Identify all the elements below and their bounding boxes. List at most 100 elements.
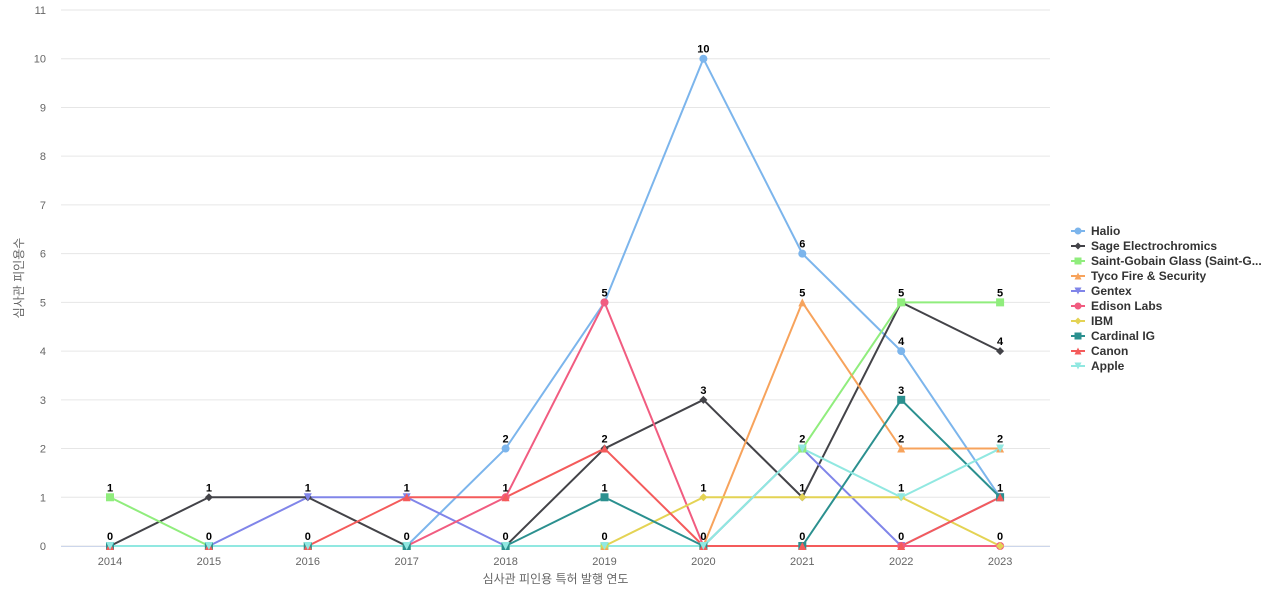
data-label: 1 — [503, 482, 509, 494]
series-line — [109, 301, 1002, 547]
data-point-marker — [798, 493, 807, 502]
data-label: 2 — [898, 434, 904, 446]
series-lines — [109, 57, 1002, 547]
y-tick-label: 11 — [35, 5, 46, 17]
x-tick-label: 2016 — [296, 556, 320, 568]
data-label: 0 — [997, 531, 1003, 543]
data-point-marker — [996, 444, 1005, 453]
data-label: 0 — [107, 531, 113, 543]
legend-label: Canon — [1091, 344, 1128, 358]
x-tick-label: 2014 — [98, 556, 122, 568]
legend-marker — [1074, 287, 1082, 295]
data-point-marker — [798, 542, 807, 550]
data-label: 1 — [404, 482, 410, 494]
legend-item[interactable]: Gentex — [1071, 284, 1132, 298]
y-tick-label: 0 — [40, 541, 46, 553]
x-axis-title: 심사관 피인용 특허 발행 연도 — [483, 571, 629, 586]
legend-item[interactable]: Canon — [1071, 344, 1128, 358]
data-point-marker — [897, 298, 906, 307]
legend-marker — [1074, 347, 1082, 355]
data-point-marker — [106, 493, 114, 502]
y-tick-label: 1 — [40, 492, 46, 504]
series-markers — [106, 54, 1005, 550]
data-point-marker — [303, 493, 312, 502]
data-point-marker — [897, 542, 906, 550]
legend-item[interactable]: Tyco Fire & Security — [1071, 269, 1206, 283]
y-tick-label: 5 — [40, 297, 46, 309]
legend-item[interactable]: Cardinal IG — [1071, 329, 1155, 343]
y-tick-label: 9 — [40, 102, 46, 114]
legend-label: Halio — [1091, 224, 1120, 238]
x-tick-label: 2017 — [394, 556, 418, 568]
data-label: 1 — [997, 482, 1003, 494]
data-point-marker — [600, 444, 609, 453]
data-label: 10 — [697, 44, 709, 56]
series-line — [109, 447, 1002, 547]
series-line — [109, 301, 1002, 547]
data-point-marker — [402, 493, 411, 502]
data-point-marker — [600, 493, 609, 502]
data-point-marker — [897, 395, 906, 404]
legend-item[interactable]: Edison Labs — [1071, 299, 1163, 313]
data-label: 1 — [898, 482, 904, 494]
data-point-marker — [798, 249, 807, 258]
series-line — [109, 301, 1002, 547]
data-point-marker — [897, 347, 906, 356]
data-label: 0 — [206, 531, 212, 543]
x-tick-label: 2015 — [197, 556, 221, 568]
data-label: 6 — [799, 239, 805, 251]
x-tick-label: 2018 — [493, 556, 517, 568]
legend-label: Tyco Fire & Security — [1091, 269, 1206, 283]
data-point-marker — [996, 298, 1005, 307]
y-axis-title: 심사관 피인용수 — [12, 238, 26, 319]
legend-item[interactable]: IBM — [1071, 314, 1113, 328]
legend-marker — [1074, 362, 1082, 370]
data-label: 5 — [601, 287, 607, 299]
data-label: 3 — [700, 385, 706, 397]
legend-item[interactable]: Saint-Gobain Glass (Saint-G... — [1071, 254, 1262, 268]
x-tick-label: 2022 — [889, 556, 913, 568]
data-label: 5 — [997, 287, 1003, 299]
data-label: 4 — [997, 336, 1004, 348]
data-point-marker — [699, 542, 708, 550]
legend-label: Sage Electrochromics — [1091, 239, 1217, 253]
legend-marker — [1074, 332, 1082, 340]
legend-marker — [1074, 257, 1082, 265]
data-label: 1 — [700, 482, 706, 494]
data-point-marker — [897, 444, 906, 453]
data-label: 5 — [799, 287, 805, 299]
legend-item[interactable]: Apple — [1071, 359, 1125, 373]
legend-label: Gentex — [1091, 284, 1132, 298]
data-label: 2 — [997, 434, 1003, 446]
data-label: 2 — [601, 434, 607, 446]
data-point-marker — [897, 493, 906, 502]
x-tick-label: 2019 — [592, 556, 616, 568]
legend-item[interactable]: Halio — [1071, 224, 1120, 238]
legend-label: Apple — [1091, 359, 1125, 373]
data-point-marker — [798, 298, 807, 307]
data-point-marker — [501, 542, 510, 550]
data-point-marker — [600, 298, 609, 307]
data-label: 0 — [898, 531, 904, 543]
legend-marker — [1074, 242, 1082, 250]
data-label: 0 — [305, 531, 311, 543]
legend-item[interactable]: Sage Electrochromics — [1071, 239, 1217, 253]
data-label: 1 — [305, 482, 311, 494]
data-label: 2 — [503, 434, 509, 446]
legend-marker — [1074, 227, 1082, 235]
data-label: 0 — [700, 531, 706, 543]
data-label: 1 — [799, 482, 805, 494]
data-point-marker — [996, 542, 1005, 550]
data-point-marker — [204, 493, 213, 502]
data-point-marker — [303, 542, 312, 550]
legend-label: IBM — [1091, 314, 1113, 328]
data-point-marker — [996, 493, 1005, 502]
legend-label: Edison Labs — [1091, 299, 1163, 313]
x-tick-label: 2020 — [691, 556, 715, 568]
data-label: 0 — [404, 531, 410, 543]
data-point-marker — [699, 493, 708, 502]
y-tick-label: 10 — [34, 54, 46, 66]
data-label: 1 — [206, 482, 212, 494]
